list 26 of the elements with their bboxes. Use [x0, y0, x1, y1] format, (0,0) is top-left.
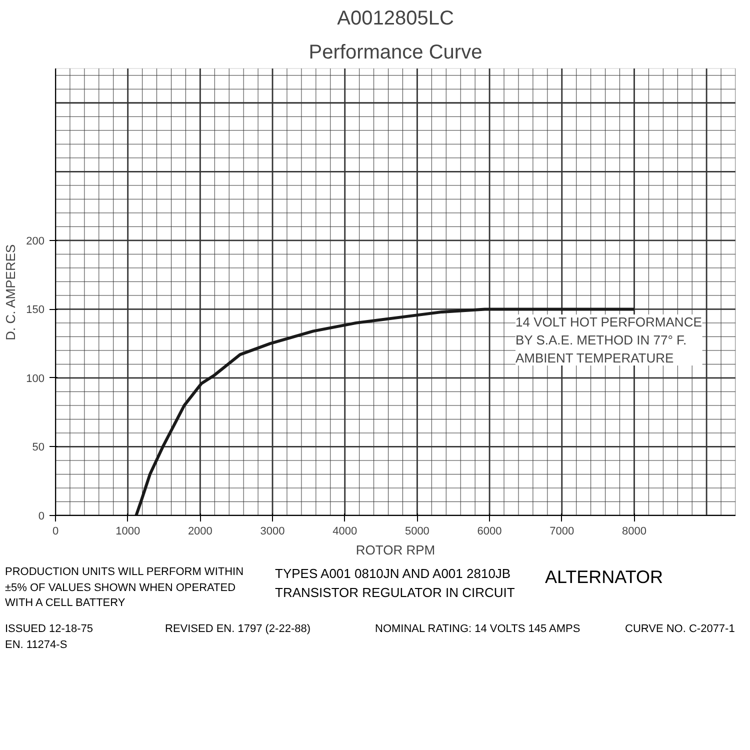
y-axis-title: D. C. AMPERES: [3, 244, 18, 340]
annotation: 14 VOLT HOT PERFORMANCE BY S.A.E. METHOD IN 77° F. AMBIENT TEMPERATURE: [516, 314, 702, 366]
x-tick-label: 1000: [116, 526, 140, 538]
x-tick-label: 2000: [188, 526, 212, 538]
text: ALTERNATOR: [545, 566, 664, 589]
y-tick-label: 200: [26, 235, 45, 248]
x-axis-title: ROTOR RPM: [356, 542, 436, 558]
chart-title: A0012805LC: [337, 8, 454, 30]
y-tick-label: 150: [26, 304, 45, 316]
text: REVISED EN. 1797 (2-22-88): [165, 622, 311, 638]
text: NOMINAL RATING: 14 VOLTS 145 AMPS: [375, 622, 580, 638]
x-tick-label: 0: [52, 526, 59, 538]
x-tick-label: 4000: [332, 526, 358, 538]
x-tick-label: 8000: [622, 526, 646, 538]
text: TYPES A001 0810JN AND A001 2810JB TRANSISTOR REGULATOR IN CIRCUIT: [275, 565, 515, 602]
x-tick-label: 6000: [477, 526, 502, 538]
text: PRODUCTION UNITS WILL PERFORM WITHIN ±5% OF VALUES SHOWN WHEN OPERATED WITH A CELL BATTERY: [5, 565, 244, 612]
x-tick-label: 3000: [260, 526, 285, 538]
y-tick-label: 50: [32, 442, 45, 454]
text: ISSUED 12-18-75 EN. 11274-S: [5, 622, 94, 653]
y-tick-label: 0: [38, 510, 45, 522]
x-tick-label: 5000: [404, 526, 430, 538]
y-tick-label: 100: [26, 372, 45, 385]
x-tick-label: 7000: [550, 526, 574, 538]
text: CURVE NO. C-2077-1: [625, 622, 735, 638]
chart-subtitle: Performance Curve: [308, 42, 482, 64]
